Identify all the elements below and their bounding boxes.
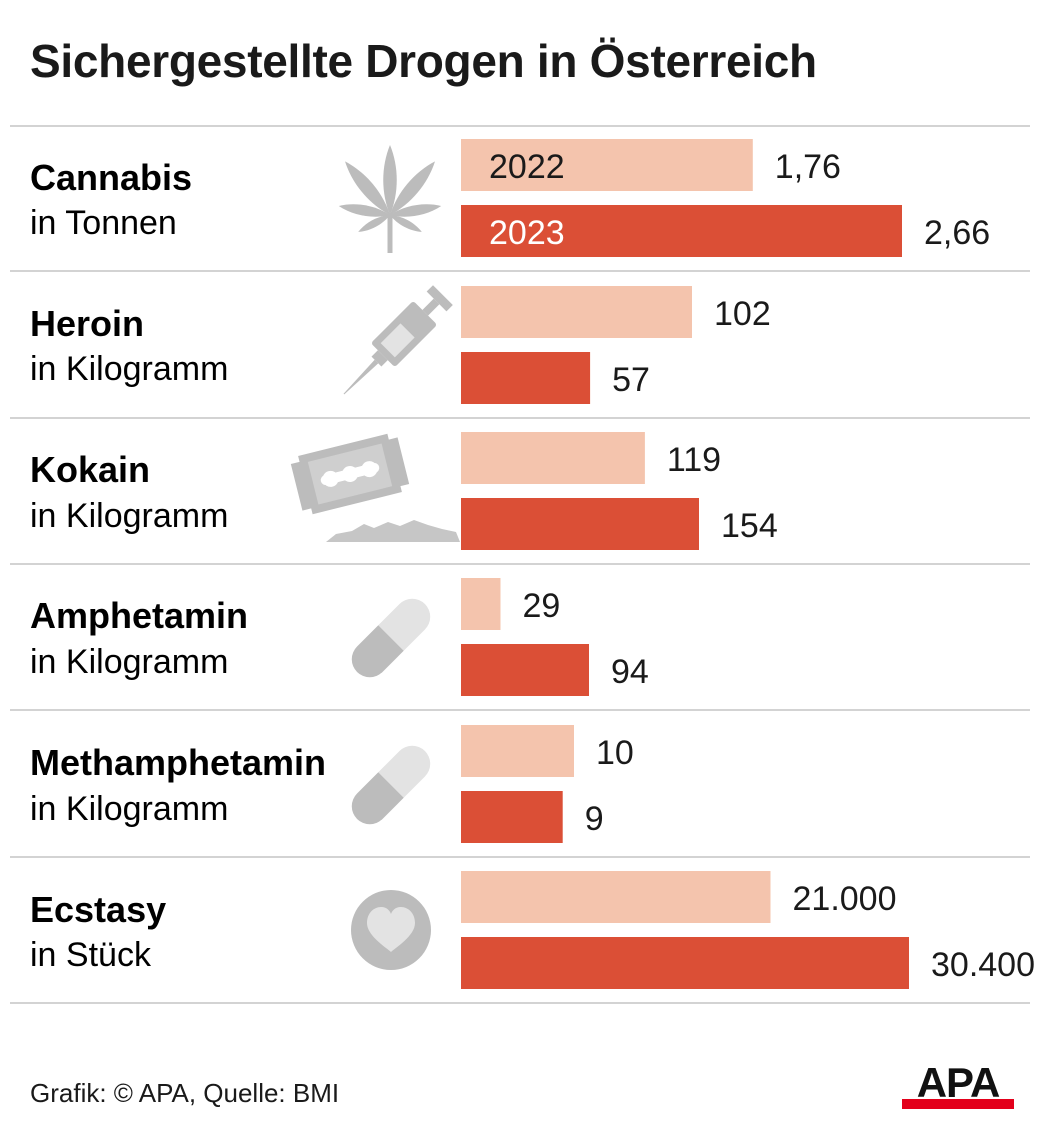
legend-2022: 2022 bbox=[489, 148, 565, 186]
value-label-2022: 21.000 bbox=[793, 880, 897, 918]
value-label-2023: 154 bbox=[721, 507, 778, 545]
bar-2023 bbox=[461, 937, 909, 989]
chart-title: Sichergestellte Drogen in Österreich bbox=[30, 35, 817, 87]
value-label-2023: 2,66 bbox=[924, 214, 990, 252]
group-unit: in Kilogramm bbox=[30, 643, 228, 681]
bar-2022 bbox=[461, 432, 645, 484]
group-heroin: Heroin in Kilogramm 102 57 bbox=[30, 283, 771, 407]
apa-logo-bar bbox=[902, 1099, 1014, 1109]
group-name: Kokain bbox=[30, 449, 150, 490]
bar-2023 bbox=[461, 791, 563, 843]
value-label-2023: 30.400 bbox=[931, 946, 1035, 984]
value-label-2022: 1,76 bbox=[775, 148, 841, 186]
group-methamphetamin: Methamphetamin in Kilogramm 10 9 bbox=[30, 725, 634, 843]
bar-2022 bbox=[461, 286, 692, 338]
cannabis-leaf-icon bbox=[337, 145, 443, 253]
group-kokain: Kokain in Kilogramm 119 154 bbox=[30, 431, 778, 550]
group-ecstasy: Ecstasy in Stück 21.000 30.400 bbox=[30, 871, 1035, 989]
bar-2022 bbox=[461, 871, 771, 923]
group-name: Heroin bbox=[30, 303, 144, 344]
apa-logo-text: APA bbox=[917, 1062, 1000, 1106]
value-label-2022: 102 bbox=[714, 295, 771, 333]
bar-2023 bbox=[461, 644, 589, 696]
bar-2022 bbox=[461, 725, 574, 777]
apa-logo: APA bbox=[902, 1062, 1014, 1109]
syringe-icon bbox=[331, 283, 455, 407]
bar-2023 bbox=[461, 352, 591, 404]
group-unit: in Stück bbox=[30, 936, 152, 974]
bar-2023 bbox=[461, 498, 699, 550]
capsule-icon bbox=[344, 738, 438, 832]
legend-2023: 2023 bbox=[489, 214, 565, 252]
group-amphetamin: Amphetamin in Kilogramm 29 94 bbox=[30, 578, 649, 696]
value-label-2023: 57 bbox=[612, 361, 650, 399]
value-label-2022: 10 bbox=[596, 734, 634, 772]
group-unit: in Kilogramm bbox=[30, 350, 228, 388]
bar-2023 bbox=[461, 205, 902, 257]
value-label-2023: 9 bbox=[585, 800, 604, 838]
value-label-2022: 119 bbox=[667, 441, 721, 479]
group-unit: in Kilogramm bbox=[30, 497, 228, 535]
bar-2022 bbox=[461, 139, 753, 191]
group-name: Cannabis bbox=[30, 157, 192, 198]
group-unit: in Kilogramm bbox=[30, 790, 228, 828]
bar-2022 bbox=[461, 578, 501, 630]
group-unit: in Tonnen bbox=[30, 204, 177, 242]
razor-blade-icon bbox=[289, 431, 411, 517]
group-cannabis: Cannabis in Tonnen 2022 2023 1,76 2,66 bbox=[30, 139, 990, 257]
group-name: Amphetamin bbox=[30, 595, 248, 636]
value-label-2022: 29 bbox=[523, 587, 561, 625]
group-name: Methamphetamin bbox=[30, 742, 326, 783]
powder-icon bbox=[326, 520, 460, 542]
group-name: Ecstasy bbox=[30, 889, 166, 930]
value-label-2023: 94 bbox=[611, 653, 649, 691]
heart-pill-icon bbox=[351, 890, 431, 970]
source-note: Grafik: © APA, Quelle: BMI bbox=[30, 1078, 340, 1108]
capsule-icon bbox=[344, 591, 438, 685]
